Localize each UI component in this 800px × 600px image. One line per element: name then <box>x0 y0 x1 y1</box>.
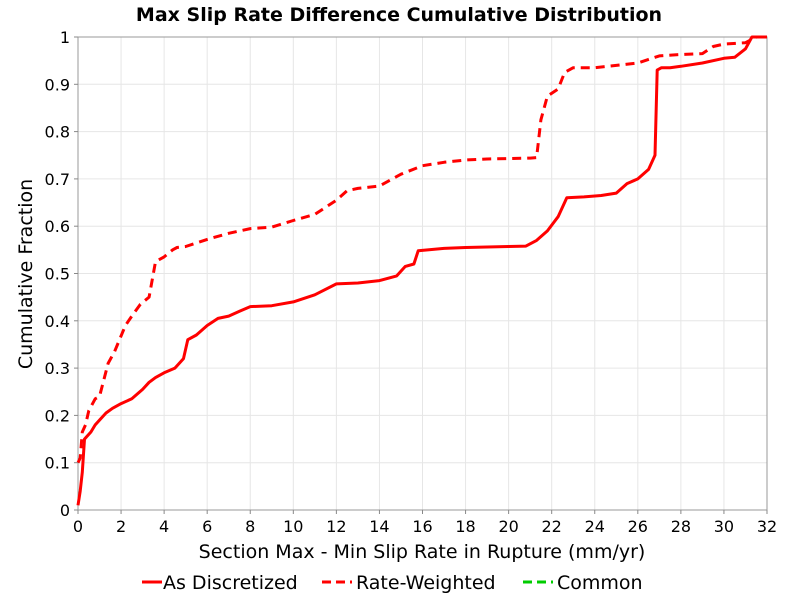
y-tick-label: 0.8 <box>45 123 70 142</box>
y-tick-label: 0.2 <box>45 406 70 425</box>
x-tick-label: 14 <box>369 517 389 536</box>
x-tick-label: 32 <box>757 517 777 536</box>
legend: As Discretized Rate-Weighted Common <box>142 572 643 594</box>
y-tick-label: 0.6 <box>45 217 70 236</box>
x-tick-label: 26 <box>628 517 648 536</box>
x-tick-label: 2 <box>116 517 126 536</box>
x-tick-label: 20 <box>498 517 518 536</box>
y-tick-label: 0 <box>60 501 70 520</box>
x-tick-label: 10 <box>283 517 303 536</box>
legend-label: As Discretized <box>163 572 298 594</box>
x-tick-label: 24 <box>585 517 605 536</box>
x-tick-label: 4 <box>159 517 169 536</box>
y-tick-label: 0.3 <box>45 359 70 378</box>
chart-title: Max Slip Rate Difference Cumulative Dist… <box>136 4 662 26</box>
legend-label: Rate-Weighted <box>356 572 496 594</box>
x-axis-label: Section Max - Min Slip Rate in Rupture (… <box>199 541 646 563</box>
y-tick-label: 1 <box>60 28 70 47</box>
y-tick-label: 0.1 <box>45 454 70 473</box>
x-tick-label: 6 <box>202 517 212 536</box>
x-tick-label: 12 <box>326 517 346 536</box>
y-tick-label: 0.5 <box>45 265 70 284</box>
y-tick-label: 0.9 <box>45 75 70 94</box>
x-tick-label: 8 <box>245 517 255 536</box>
x-tick-label: 30 <box>714 517 734 536</box>
grid <box>77 36 768 511</box>
series-line-as-discretized <box>76 35 767 506</box>
y-axis-label: Cumulative Fraction <box>15 179 37 369</box>
series-group <box>76 35 767 506</box>
legend-label: Common <box>557 572 643 594</box>
x-tick-label: 0 <box>73 517 83 536</box>
series-line-rate-weighted <box>76 35 767 464</box>
axis-ticks: 0 2 4 6 8 10 12 14 16 18 20 22 24 26 28 30 3200.10.20.30… <box>45 28 778 536</box>
x-tick-label: 28 <box>671 517 691 536</box>
x-tick-label: 18 <box>455 517 475 536</box>
y-tick-label: 0.7 <box>45 170 70 189</box>
y-tick-label: 0.4 <box>45 312 70 331</box>
x-tick-label: 16 <box>412 517 432 536</box>
x-tick-label: 22 <box>542 517 562 536</box>
